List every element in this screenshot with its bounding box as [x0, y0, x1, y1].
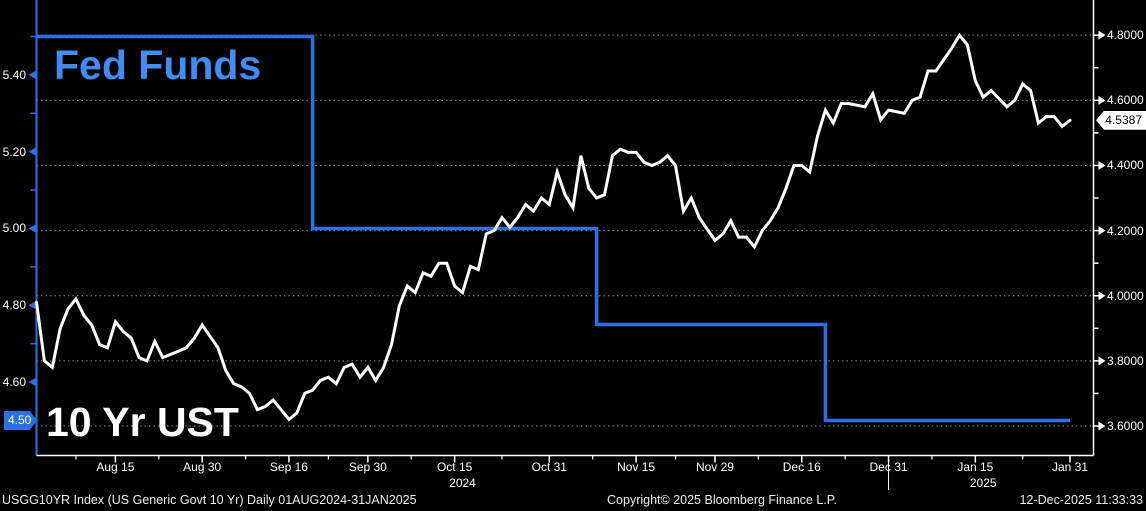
right-axis-tick-label: 3.6000 — [1107, 419, 1144, 433]
left-axis-major-tick — [28, 147, 37, 157]
right-axis-tick-label: 4.0000 — [1107, 288, 1144, 303]
x-axis-tick-label: Aug 15 — [96, 460, 135, 474]
security-description: USGG10YR Index (US Generic Govt 10 Yr) D… — [2, 493, 417, 507]
left-axis-tick-label: 5.00 — [2, 221, 26, 236]
left-axis-highlight-tag: 4.50 — [4, 410, 37, 430]
left-axis-tick-label: 5.20 — [2, 144, 26, 159]
right-axis-tick-arrow — [1098, 421, 1106, 431]
x-axis-tick-label: Jan 31 — [1051, 460, 1089, 474]
left-axis-tick-label: 4.60 — [2, 375, 26, 390]
x-axis-tick-label: Dec 31 — [869, 460, 908, 474]
left-axis-major-tick — [28, 70, 37, 80]
right-axis-tick-arrow — [1098, 291, 1106, 301]
last-value-tag: 4.5387 — [1096, 110, 1146, 130]
x-axis-tick-label: Oct 31 — [531, 460, 567, 474]
right-axis-tick-label: 4.6000 — [1107, 93, 1144, 108]
x-axis-tick-label: Nov 29 — [695, 460, 734, 474]
right-axis-tick-label: 4.8000 — [1107, 28, 1144, 43]
year-label: 2024 — [449, 476, 476, 490]
gridlines — [36, 34, 1094, 427]
x-axis-tick-label: Nov 15 — [617, 460, 656, 474]
left-axis-tick-label: 4.80 — [2, 298, 26, 313]
right-axis-tick-arrow — [1098, 356, 1106, 366]
right-axis-tick-arrow — [1098, 160, 1106, 170]
fed-funds-series-label: Fed Funds — [54, 42, 262, 88]
ust-line — [35, 32, 1072, 422]
x-axis-tick-label: Jan 15 — [957, 460, 994, 474]
fed-funds-line — [36, 34, 1070, 423]
x-axis-tick-label: Dec 16 — [782, 460, 821, 474]
right-axis-tick-arrow — [1098, 95, 1106, 105]
left-axis-major-tick — [28, 377, 37, 387]
year-label: 2025 — [969, 476, 997, 490]
copyright-text: Copyright© 2025 Bloomberg Finance L.P. — [607, 493, 837, 507]
series-lines — [35, 32, 1072, 423]
left-axis-major-tick — [28, 300, 37, 310]
right-axis-tick-label: 4.4000 — [1107, 158, 1144, 173]
axes-and-ticks — [28, 0, 1106, 490]
ust-series-label: 10 Yr UST — [46, 399, 239, 445]
right-axis-tick-label: 3.8000 — [1107, 353, 1144, 368]
x-axis-tick-label: Aug 30 — [183, 460, 222, 474]
right-axis-tick-arrow — [1098, 226, 1106, 236]
right-axis-tick-arrow — [1098, 30, 1106, 40]
timestamp-text: 12-Dec-2025 11:33:33 — [1019, 493, 1143, 507]
x-axis-tick-label: Sep 30 — [348, 460, 387, 474]
left-axis-tick-label: 5.40 — [2, 67, 26, 82]
right-axis-tick-label: 4.2000 — [1107, 223, 1144, 238]
left-axis-major-tick — [28, 223, 37, 233]
x-axis-tick-label: Oct 15 — [436, 460, 473, 474]
x-axis-tick-label: Sep 16 — [269, 460, 308, 474]
